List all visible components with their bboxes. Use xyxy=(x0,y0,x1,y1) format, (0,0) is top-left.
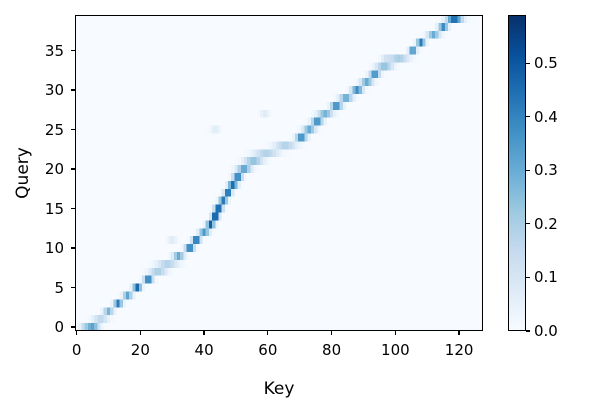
x-axis-tick-label: 80 xyxy=(322,341,342,359)
colorbar-tick xyxy=(526,223,530,225)
y-axis-tick-label: 10 xyxy=(44,239,64,258)
y-axis-tick-label: 30 xyxy=(44,81,64,100)
y-axis-tick xyxy=(71,49,75,52)
colorbar-tick xyxy=(526,276,530,279)
colorbar-tick-label: 0.4 xyxy=(534,107,558,126)
x-axis-tick-label: 40 xyxy=(194,341,214,359)
y-axis-tick-label: 20 xyxy=(44,160,64,179)
y-axis-tick-label: 5 xyxy=(54,278,64,297)
colorbar-tick-label: 0.1 xyxy=(534,268,558,287)
y-axis-tick xyxy=(71,247,75,249)
y-axis-tick xyxy=(71,207,75,210)
colorbar-tick xyxy=(526,169,530,171)
heatmap-image xyxy=(75,15,483,331)
x-axis-tick-label: 120 xyxy=(444,341,474,359)
y-axis-label: Query xyxy=(13,147,33,199)
x-axis-tick-label: 100 xyxy=(381,341,410,359)
y-axis-tick-label: 15 xyxy=(44,199,64,218)
colorbar-tick xyxy=(526,62,530,64)
x-axis-tick xyxy=(394,331,396,335)
y-axis-tick-label: 25 xyxy=(44,120,64,139)
y-axis-tick xyxy=(71,128,75,131)
x-axis-tick-label: 60 xyxy=(258,341,278,359)
y-axis-tick-label: 0 xyxy=(54,318,64,337)
x-axis-tick-label: 0 xyxy=(71,341,82,359)
colorbar-tick-label: 0.2 xyxy=(534,214,558,233)
x-axis-label: Key xyxy=(263,379,295,399)
y-axis-tick xyxy=(71,286,75,289)
x-axis-tick xyxy=(203,331,205,335)
colorbar-tick xyxy=(526,116,530,118)
x-axis-tick-label: 20 xyxy=(130,341,150,359)
y-axis-tick xyxy=(71,168,75,170)
y-axis-tick xyxy=(71,89,75,91)
y-axis-tick xyxy=(71,326,75,328)
x-axis-tick xyxy=(267,331,269,335)
colorbar-tick-label: 0.3 xyxy=(534,161,558,180)
y-axis-tick-label: 35 xyxy=(44,41,64,60)
colorbar-tick xyxy=(526,330,530,332)
colorbar xyxy=(508,15,526,331)
x-axis-tick xyxy=(330,331,333,335)
colorbar-tick-label: 0.0 xyxy=(534,322,558,340)
x-axis-tick xyxy=(458,331,460,335)
plot-border xyxy=(75,15,483,331)
colorbar-tick-label: 0.5 xyxy=(534,54,558,73)
x-axis-tick xyxy=(75,331,78,335)
x-axis-tick xyxy=(139,331,141,335)
